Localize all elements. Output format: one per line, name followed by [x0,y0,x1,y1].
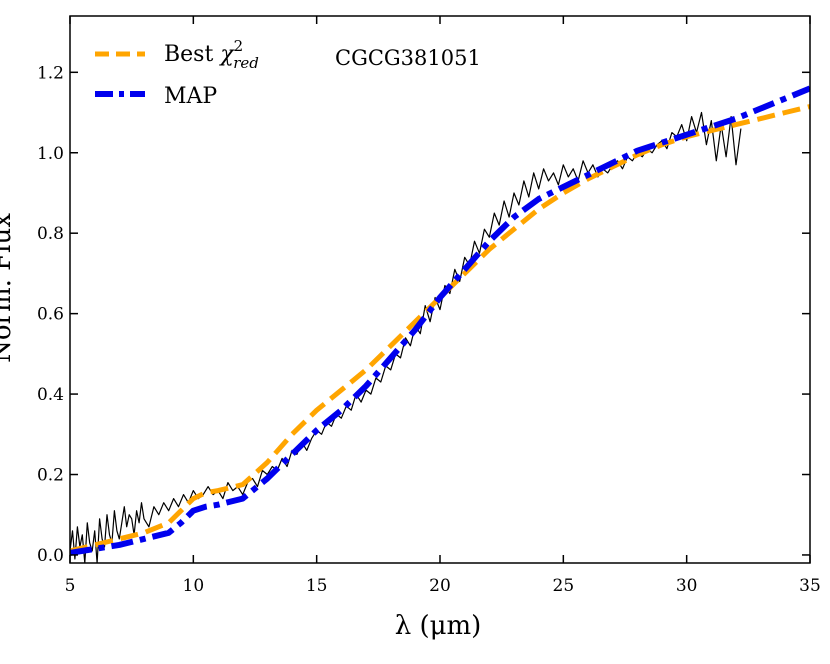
legend: Best χ2 red MAP [95,37,259,109]
legend-label-chi: χ [218,42,235,67]
chart-annotation: CGCG381051 [335,46,481,70]
y-tick-label: 0.6 [37,305,64,325]
y-tick-label: 0.0 [37,546,64,566]
x-axis-label: λ (μm) [395,611,482,641]
legend-label-map: MAP [164,84,217,109]
y-axis-label: Norm. Flux [0,213,17,363]
series-line-spectrum [70,111,742,563]
series-line-best-red [70,104,810,554]
x-tick-label: 20 [429,576,451,596]
legend-label-best-chi2-main: Best [164,42,220,67]
x-tick-label: 15 [306,576,328,596]
x-tick-label: 35 [799,576,821,596]
x-tick-label: 30 [676,576,698,596]
y-tick-label: 0.4 [37,385,64,405]
legend-label-sub: red [233,54,259,72]
y-tick-label: 1.2 [37,63,64,83]
ticks-layer: 5 10 15 20 25 30 35 0.0 0.2 0.4 0.6 0.8 1.0 1.2 [37,16,821,596]
series-line-map [70,85,810,556]
y-tick-label: 0.2 [37,466,64,486]
legend-label-best-chi2: Best χ2 red [164,37,259,72]
series-layer [70,85,810,563]
x-tick-label: 25 [553,576,575,596]
y-tick-label: 1.0 [37,144,64,164]
x-tick-label: 10 [183,576,205,596]
x-tick-label: 5 [65,576,76,596]
y-tick-label: 0.8 [37,224,64,244]
legend-label-sup: 2 [234,37,244,55]
